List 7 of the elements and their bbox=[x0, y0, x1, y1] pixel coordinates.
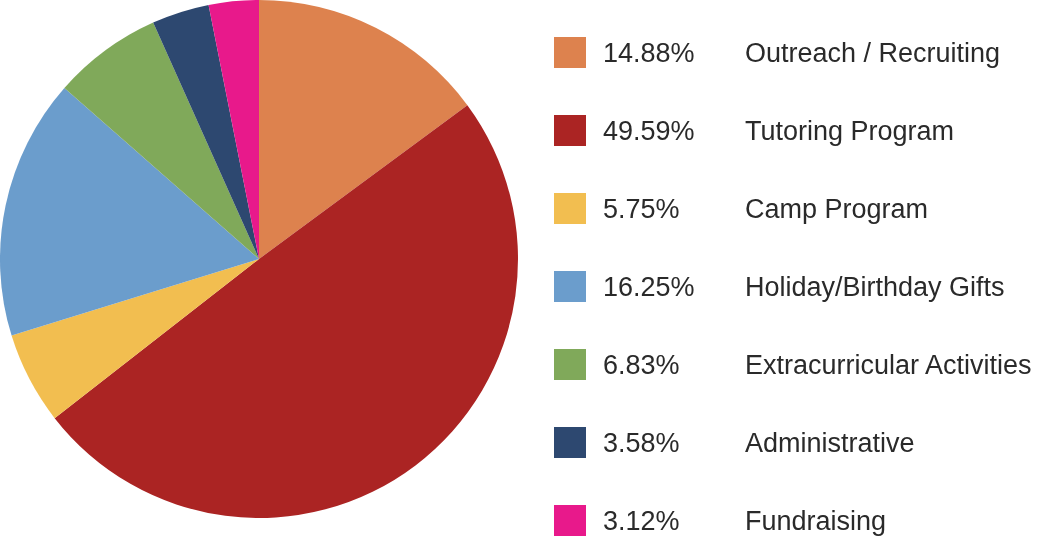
legend-label: 49.59% Tutoring Program bbox=[603, 115, 955, 146]
legend-label: 5.75% Camp Program bbox=[603, 193, 929, 224]
legend-label: 14.88% Outreach / Recruiting bbox=[603, 37, 1001, 68]
legend-label: 3.58% Administrative bbox=[603, 427, 915, 458]
legend-label: 16.25% Holiday/Birthday Gifts bbox=[603, 271, 1005, 302]
legend-label: 3.12% Fundraising bbox=[603, 505, 887, 536]
legend-label: 6.83% Extracurricular Activities bbox=[603, 349, 1032, 380]
